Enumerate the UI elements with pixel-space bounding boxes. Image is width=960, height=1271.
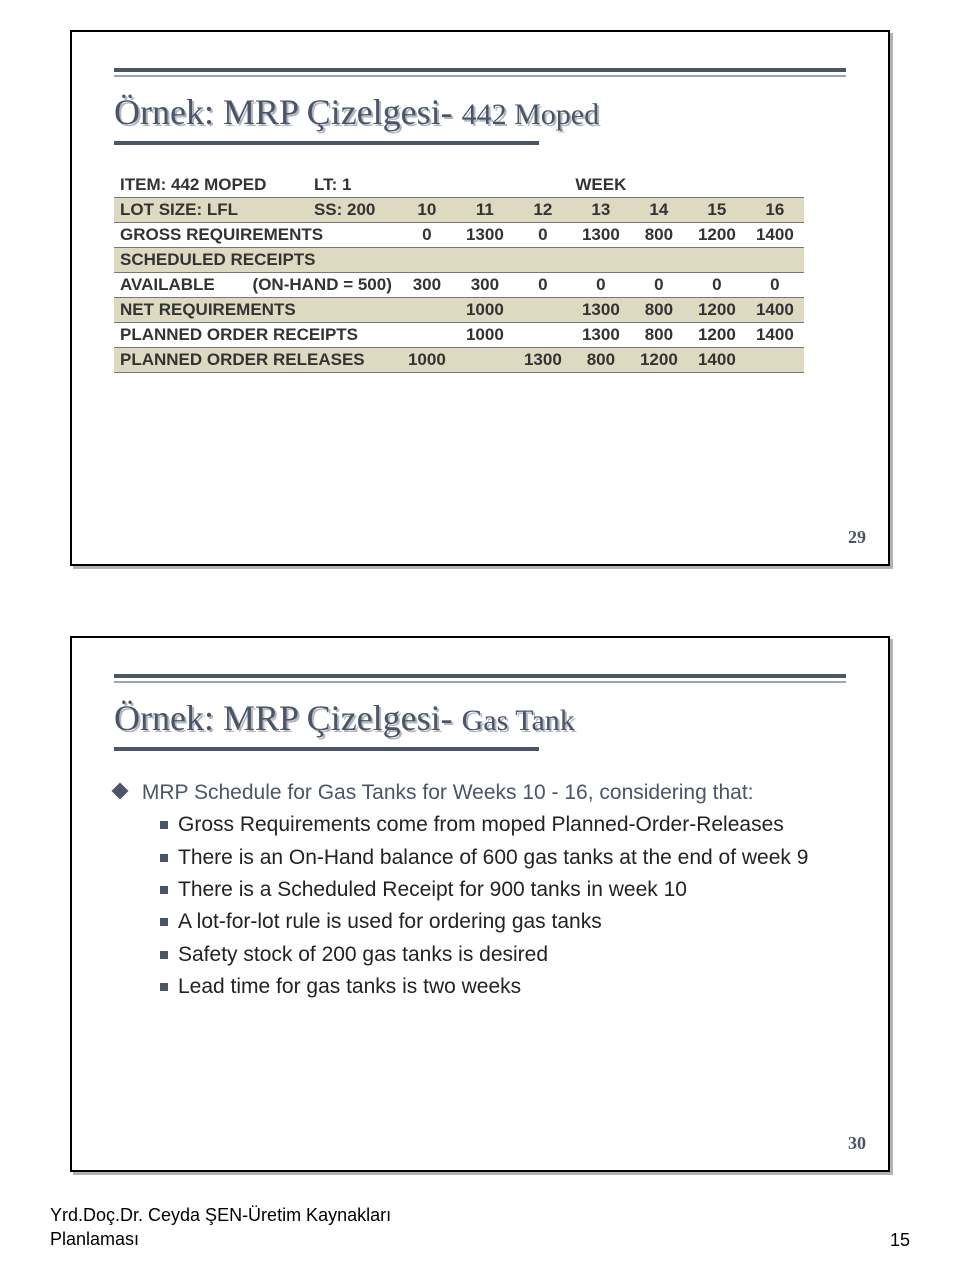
info-ss: SS: 200 <box>308 198 398 223</box>
week-col: 10 <box>398 198 456 223</box>
week-col: 13 <box>572 198 630 223</box>
cell: 0 <box>746 273 804 298</box>
cell: 1400 <box>746 323 804 348</box>
cell: 1200 <box>688 323 746 348</box>
week-col: 12 <box>514 198 572 223</box>
mrp-table-wrap: ITEM: 442 MOPEDLT: 1WEEK LOT SIZE: LFLSS:… <box>114 173 846 373</box>
decor-rule <box>114 75 846 77</box>
bullets-block: MRP Schedule for Gas Tanks for Weeks 10 … <box>114 779 846 1001</box>
cell: 1300 <box>514 348 572 373</box>
title-main: Örnek: MRP Çizelgesi- <box>114 698 453 738</box>
sub-bullets: Gross Requirements come from moped Plann… <box>114 811 846 1001</box>
cell <box>514 248 572 273</box>
diamond-icon <box>112 783 129 800</box>
cell: 1200 <box>688 298 746 323</box>
cell <box>514 298 572 323</box>
week-col: 16 <box>746 198 804 223</box>
decor-rule <box>114 681 846 683</box>
row-label: PLANNED ORDER RECEIPTS <box>114 323 398 348</box>
bullet-item: There is an On-Hand balance of 600 gas t… <box>160 844 846 872</box>
footer-line2: Planlaması <box>50 1229 139 1249</box>
cell <box>572 248 630 273</box>
cell: 0 <box>688 273 746 298</box>
cell: 0 <box>572 273 630 298</box>
cell: 1000 <box>398 348 456 373</box>
cell: 300 <box>456 273 514 298</box>
cell: 0 <box>514 223 572 248</box>
slide-2-inner: Örnek: MRP Çizelgesi- Gas Tank MRP Sched… <box>114 674 846 1134</box>
slide-number: 30 <box>848 1133 866 1154</box>
cell: 0 <box>398 223 456 248</box>
cell <box>630 248 688 273</box>
info-lt: LT: 1 <box>308 173 398 198</box>
week-header: WEEK <box>398 173 804 198</box>
cell: 0 <box>630 273 688 298</box>
page-root: Örnek: MRP Çizelgesi- 442 Moped ITEM: 44… <box>0 0 960 1271</box>
bullet-item: A lot-for-lot rule is used for ordering … <box>160 908 846 936</box>
row-label: SCHEDULED RECEIPTS <box>114 248 398 273</box>
title-sub: Gas Tank <box>462 704 575 737</box>
bullet-item: Lead time for gas tanks is two weeks <box>160 973 846 1001</box>
cell: 0 <box>514 273 572 298</box>
cell <box>456 248 514 273</box>
footer-pagenum: 15 <box>890 1230 910 1251</box>
cell: 1000 <box>456 323 514 348</box>
cell: 1300 <box>456 223 514 248</box>
row-label: NET REQUIREMENTS <box>114 298 398 323</box>
cell <box>398 323 456 348</box>
cell: 1400 <box>746 223 804 248</box>
footer-author: Yrd.Doç.Dr. Ceyda ŞEN-Üretim Kaynakları <box>50 1205 391 1225</box>
cell: 300 <box>398 273 456 298</box>
cell <box>746 248 804 273</box>
cell: 1300 <box>572 298 630 323</box>
week-col: 14 <box>630 198 688 223</box>
cell <box>514 323 572 348</box>
slide-1-frame: Örnek: MRP Çizelgesi- 442 Moped ITEM: 44… <box>70 30 890 566</box>
info-item: ITEM: 442 MOPED <box>114 173 308 198</box>
week-col: 15 <box>688 198 746 223</box>
cell: 1400 <box>688 348 746 373</box>
info-lot: LOT SIZE: LFL <box>114 198 308 223</box>
cell: 800 <box>630 323 688 348</box>
title-sub: 442 Moped <box>462 98 600 131</box>
cell: 1300 <box>572 323 630 348</box>
cell: 1200 <box>630 348 688 373</box>
slide-2-frame: Örnek: MRP Çizelgesi- Gas Tank MRP Sched… <box>70 636 890 1172</box>
bullet-item: Safety stock of 200 gas tanks is desired <box>160 941 846 969</box>
cell <box>688 248 746 273</box>
cell: 1200 <box>688 223 746 248</box>
slide-2-title: Örnek: MRP Çizelgesi- Gas Tank <box>114 697 846 739</box>
decor-rule <box>114 674 846 678</box>
week-col: 11 <box>456 198 514 223</box>
bullet-item: There is a Scheduled Receipt for 900 tan… <box>160 876 846 904</box>
cell: 800 <box>630 298 688 323</box>
lead-line: MRP Schedule for Gas Tanks for Weeks 10 … <box>114 779 846 807</box>
decor-rule <box>114 68 846 72</box>
bullet-item: Gross Requirements come from moped Plann… <box>160 811 846 839</box>
decor-rule <box>114 141 539 145</box>
slide-1-title: Örnek: MRP Çizelgesi- 442 Moped <box>114 91 846 133</box>
row-label: PLANNED ORDER RELEASES <box>114 348 398 373</box>
cell <box>398 248 456 273</box>
title-main: Örnek: MRP Çizelgesi- <box>114 92 453 132</box>
cell: 1400 <box>746 298 804 323</box>
footer-left: Yrd.Doç.Dr. Ceyda ŞEN-Üretim Kaynakları … <box>50 1204 391 1251</box>
row-label: AVAILABLE (ON-HAND = 500) <box>114 273 398 298</box>
cell <box>746 348 804 373</box>
cell <box>456 348 514 373</box>
mrp-table: ITEM: 442 MOPEDLT: 1WEEK LOT SIZE: LFLSS:… <box>114 173 804 373</box>
row-label: GROSS REQUIREMENTS <box>114 223 398 248</box>
cell: 1300 <box>572 223 630 248</box>
lead-text: MRP Schedule for Gas Tanks for Weeks 10 … <box>142 781 754 804</box>
cell <box>398 298 456 323</box>
cell: 800 <box>630 223 688 248</box>
decor-rule <box>114 747 539 751</box>
cell: 800 <box>572 348 630 373</box>
cell: 1000 <box>456 298 514 323</box>
slide-number: 29 <box>848 527 866 548</box>
slide-1-inner: Örnek: MRP Çizelgesi- 442 Moped ITEM: 44… <box>114 68 846 528</box>
